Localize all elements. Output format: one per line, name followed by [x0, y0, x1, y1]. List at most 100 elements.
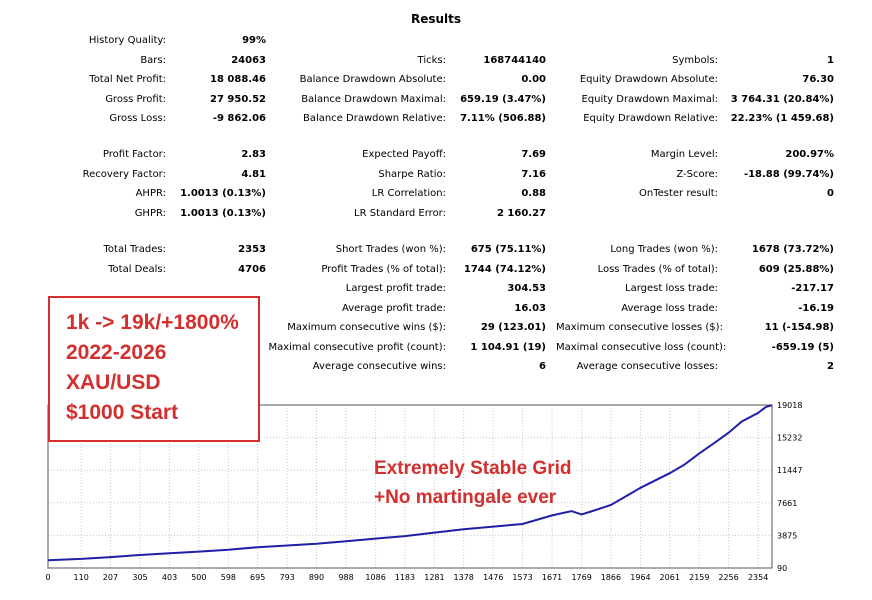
max-cons-losses-label: Maximum consecutive losses ($): — [556, 322, 723, 333]
gross-loss-label: Gross Loss: — [109, 113, 166, 124]
lr-std-err-label: LR Standard Error: — [354, 208, 446, 219]
y-tick-label: 7661 — [777, 499, 797, 508]
balance-dd-rel-value: 7.11% (506.88) — [460, 113, 546, 124]
max-cons-losses-value: 11 (-154.98) — [764, 322, 834, 333]
x-tick-label: 2256 — [718, 573, 738, 582]
annotation-period: 2022-2026 — [66, 341, 167, 364]
maximal-cons-loss-label: Maximal consecutive loss (count): — [556, 342, 727, 353]
sharpe-label: Sharpe Ratio: — [378, 169, 446, 180]
long-trades-value: 1678 (73.72%) — [751, 244, 834, 255]
equity-dd-rel-label: Equity Drawdown Relative: — [583, 113, 718, 124]
x-tick-label: 1671 — [542, 573, 562, 582]
x-tick-label: 2159 — [689, 573, 709, 582]
ahpr-value: 1.0013 (0.13%) — [180, 188, 266, 199]
largest-profit-value: 304.53 — [507, 283, 546, 294]
x-axis-ticks: 0 110 207 305 403 500 598 695 793 890 988 1086 1183 1… — [45, 573, 768, 582]
zscore-value: -18.88 (99.74%) — [743, 169, 834, 180]
profit-factor-value: 2.83 — [241, 149, 266, 160]
annotation-symbol: XAU/USD — [66, 371, 161, 394]
history-quality-value: 99% — [242, 35, 266, 46]
maximal-cons-profit-value: 1 104.91 (19) — [470, 342, 546, 353]
stability-annotation: Extremely Stable Grid +No martingale eve… — [374, 454, 571, 512]
x-tick-label: 1964 — [630, 573, 650, 582]
balance-dd-abs-value: 0.00 — [521, 74, 546, 85]
max-cons-wins-value: 29 (123.01) — [480, 322, 546, 333]
y-tick-label: 90 — [777, 564, 787, 573]
x-tick-label: 110 — [74, 573, 89, 582]
y-tick-label: 15232 — [777, 434, 802, 443]
annotation-start: $1000 Start — [66, 401, 179, 424]
x-tick-label: 2061 — [660, 573, 680, 582]
ontester-value: 0 — [827, 188, 834, 199]
balance-dd-abs-label: Balance Drawdown Absolute: — [299, 74, 446, 85]
x-tick-label: 1086 — [365, 573, 385, 582]
equity-dd-abs-value: 76.30 — [802, 74, 834, 85]
y-tick-label: 3875 — [777, 531, 797, 540]
x-tick-label: 305 — [132, 573, 147, 582]
balance-dd-rel-label: Balance Drawdown Relative: — [302, 113, 446, 124]
balance-dd-max-value: 659.19 (3.47%) — [460, 94, 546, 105]
expected-payoff-value: 7.69 — [521, 149, 546, 160]
zscore-label: Z-Score: — [676, 169, 718, 180]
x-tick-label: 793 — [280, 573, 295, 582]
equity-dd-max-label: Equity Drawdown Maximal: — [581, 94, 718, 105]
annotation-growth: 1k -> 19k/+1800% — [66, 311, 239, 334]
profit-trades-label: Profit Trades (% of total): — [321, 264, 446, 275]
maximal-cons-loss-value: -659.19 (5) — [771, 342, 834, 353]
largest-loss-value: -217.17 — [791, 283, 834, 294]
short-trades-value: 675 (75.11%) — [470, 244, 546, 255]
total-trades-value: 2353 — [238, 244, 266, 255]
gross-loss-value: -9 862.06 — [212, 113, 266, 124]
total-net-profit-label: Total Net Profit: — [89, 74, 166, 85]
x-tick-label: 2354 — [748, 573, 768, 582]
margin-level-value: 200.97% — [785, 149, 834, 160]
x-tick-label: 207 — [103, 573, 118, 582]
x-tick-label: 403 — [162, 573, 177, 582]
gross-profit-value: 27 950.52 — [210, 94, 266, 105]
lr-corr-value: 0.88 — [521, 188, 546, 199]
max-cons-wins-label: Maximum consecutive wins ($): — [287, 322, 446, 333]
avg-cons-losses-value: 2 — [827, 361, 834, 372]
lr-corr-label: LR Correlation: — [371, 188, 446, 199]
x-tick-label: 598 — [221, 573, 236, 582]
balance-dd-max-label: Balance Drawdown Maximal: — [301, 94, 446, 105]
maximal-cons-profit-label: Maximal consecutive profit (count): — [268, 342, 446, 353]
bars-label: Bars: — [140, 55, 166, 66]
total-net-profit-value: 18 088.46 — [210, 74, 266, 85]
chart-frame — [47, 404, 773, 569]
y-tick-label: 11447 — [777, 466, 802, 475]
avg-cons-wins-value: 6 — [539, 361, 546, 372]
x-tick-label: 1866 — [601, 573, 621, 582]
equity-dd-max-value: 3 764.31 (20.84%) — [730, 94, 834, 105]
total-deals-value: 4706 — [238, 264, 266, 275]
stability-line-1: Extremely Stable Grid — [374, 458, 572, 479]
x-tick-label: 890 — [309, 573, 324, 582]
ontester-label: OnTester result: — [638, 188, 718, 199]
avg-cons-wins-label: Average consecutive wins: — [312, 361, 446, 372]
recovery-factor-value: 4.81 — [241, 169, 266, 180]
sharpe-value: 7.16 — [521, 169, 546, 180]
largest-loss-label: Largest loss trade: — [625, 283, 718, 294]
largest-profit-label: Largest profit trade: — [345, 283, 446, 294]
x-tick-label: 1183 — [395, 573, 415, 582]
expected-payoff-label: Expected Payoff: — [362, 149, 446, 160]
avg-cons-losses-label: Average consecutive losses: — [576, 361, 718, 372]
ticks-label: Ticks: — [417, 55, 446, 66]
lr-std-err-value: 2 160.27 — [496, 208, 546, 219]
ghpr-label: GHPR: — [134, 208, 166, 219]
x-tick-label: 500 — [191, 573, 206, 582]
total-deals-label: Total Deals: — [108, 264, 166, 275]
loss-trades-value: 609 (25.88%) — [758, 264, 834, 275]
x-tick-label: 1281 — [424, 573, 444, 582]
x-tick-label: 1476 — [483, 573, 503, 582]
x-tick-label: 1769 — [571, 573, 591, 582]
x-tick-label: 1378 — [454, 573, 474, 582]
ahpr-label: AHPR: — [135, 188, 166, 199]
equity-dd-rel-value: 22.23% (1 459.68) — [730, 113, 834, 124]
history-quality-label: History Quality: — [88, 35, 166, 46]
avg-profit-label: Average profit trade: — [341, 303, 446, 314]
x-tick-label: 695 — [250, 573, 265, 582]
equity-dd-abs-label: Equity Drawdown Absolute: — [579, 74, 718, 85]
loss-trades-label: Loss Trades (% of total): — [597, 264, 718, 275]
x-tick-label: 1573 — [512, 573, 532, 582]
